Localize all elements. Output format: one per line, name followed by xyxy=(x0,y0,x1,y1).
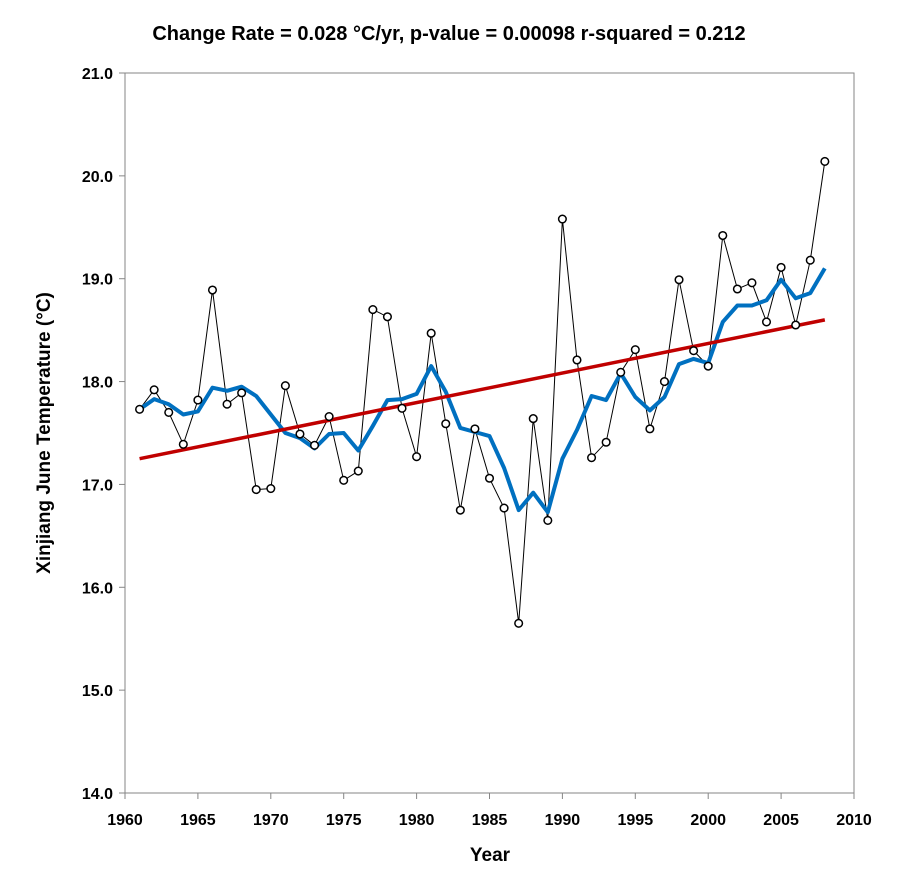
data-point xyxy=(761,317,772,327)
x-tick-label: 1975 xyxy=(326,812,362,829)
data-point xyxy=(528,414,538,424)
data-point xyxy=(659,377,670,387)
data-point xyxy=(820,156,830,167)
data-point xyxy=(193,395,203,405)
data-point xyxy=(324,411,334,422)
y-axis: 14.0 15.0 16.0 17.0 18.0 19.0 20.0 21.0 xyxy=(82,66,125,803)
data-point xyxy=(645,424,655,434)
x-tick-label: 2005 xyxy=(763,812,799,829)
data-point xyxy=(514,618,524,628)
data-point xyxy=(441,419,451,429)
data-point xyxy=(674,275,684,285)
data-point xyxy=(353,466,363,476)
data-point xyxy=(266,483,276,494)
data-point xyxy=(616,367,626,377)
data-point xyxy=(805,255,815,265)
data-point xyxy=(747,278,757,288)
data-point xyxy=(543,515,553,525)
data-point xyxy=(368,305,378,315)
data-point xyxy=(222,399,232,409)
data-point xyxy=(718,230,728,241)
data-point xyxy=(382,312,392,322)
chart-title: Change Rate = 0.028 °C/yr, p-value = 0.0… xyxy=(152,23,745,45)
x-tick-label: 1965 xyxy=(180,812,216,829)
data-point xyxy=(135,404,145,414)
data-point xyxy=(791,320,801,330)
data-point xyxy=(732,284,742,294)
data-point xyxy=(587,453,597,463)
y-tick-label: 14.0 xyxy=(82,786,113,803)
y-tick-label: 18.0 xyxy=(82,375,113,392)
y-tick-label: 17.0 xyxy=(82,477,113,494)
data-point xyxy=(572,355,582,365)
data-point xyxy=(309,440,320,450)
y-tick-label: 15.0 xyxy=(82,683,113,700)
x-tick-label: 1970 xyxy=(253,812,289,829)
data-point xyxy=(251,485,261,495)
data-point xyxy=(601,437,611,447)
x-tick-label: 1985 xyxy=(472,812,508,829)
x-tick-label: 2000 xyxy=(690,812,726,829)
y-axis-title: Xinjiang June Temperature (°C) xyxy=(34,292,55,574)
x-tick-label: 1990 xyxy=(545,812,581,829)
y-tick-label: 20.0 xyxy=(82,169,113,186)
data-point xyxy=(149,385,159,395)
trend-line xyxy=(139,318,826,461)
y-tick-label: 16.0 xyxy=(82,580,113,597)
data-point xyxy=(703,361,713,371)
data-point xyxy=(412,452,422,462)
data-point xyxy=(207,285,218,295)
data-point xyxy=(164,407,174,417)
x-tick-label: 1995 xyxy=(618,812,654,829)
data-point xyxy=(178,439,188,449)
data-point xyxy=(557,214,567,224)
data-point xyxy=(397,403,407,413)
x-tick-label: 1980 xyxy=(399,812,435,829)
plot-area xyxy=(124,72,855,794)
data-point xyxy=(339,475,349,485)
data-point xyxy=(426,328,436,338)
data-point xyxy=(630,345,640,355)
y-tick-label: 21.0 xyxy=(82,66,113,83)
data-point xyxy=(280,381,290,391)
smoothed-series-line xyxy=(138,267,827,515)
data-point xyxy=(470,424,480,434)
data-point xyxy=(295,429,305,439)
series-layer xyxy=(135,156,830,628)
data-point xyxy=(237,388,247,398)
data-point xyxy=(455,505,465,515)
data-point xyxy=(484,473,495,483)
x-tick-label: 2010 xyxy=(836,812,872,829)
x-axis: 1960 1965 1970 1975 1980 1985 1990 1995 2000 2005… xyxy=(107,793,872,829)
y-tick-label: 19.0 xyxy=(82,272,113,289)
x-tick-label: 1960 xyxy=(107,812,143,829)
data-point xyxy=(499,503,509,513)
x-axis-title: Year xyxy=(470,845,511,866)
data-point xyxy=(689,346,699,356)
data-point xyxy=(776,262,786,272)
